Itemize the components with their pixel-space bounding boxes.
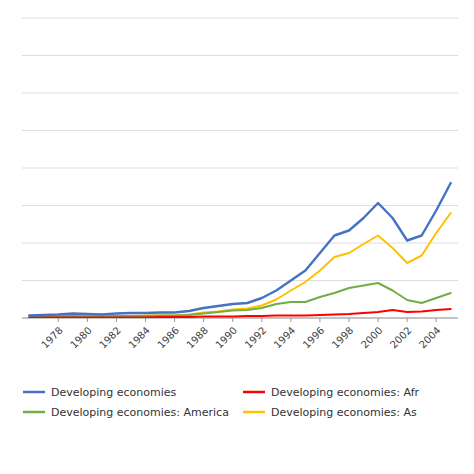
x-tick-label: 1994 (272, 325, 298, 351)
x-tick-label: 1986 (155, 325, 181, 351)
x-tick (436, 318, 437, 322)
grid-line (22, 205, 458, 206)
series-line (29, 283, 450, 317)
x-tick (319, 318, 320, 322)
x-tick (261, 318, 262, 322)
x-tick-label: 2000 (359, 325, 385, 351)
legend-label: Developing economies (51, 386, 177, 399)
grid-line (22, 18, 458, 19)
x-tick (407, 318, 408, 322)
series-line (29, 183, 450, 316)
x-tick-label: 2002 (388, 325, 414, 351)
x-tick (378, 318, 379, 322)
x-tick-label: 1998 (330, 325, 356, 351)
legend-label: Developing economies: As (271, 406, 417, 419)
grid (22, 18, 458, 318)
x-tick-label: 1990 (213, 325, 239, 351)
legend-swatch (243, 411, 265, 414)
legend-swatch (23, 411, 45, 414)
grid-line (22, 280, 458, 281)
x-tick-label: 1988 (184, 325, 210, 351)
legend-swatch (23, 391, 45, 394)
x-tick (87, 318, 88, 322)
x-tick-label: 1996 (301, 325, 327, 351)
legend: Developing economies Developing economies… (23, 386, 420, 419)
grid-line (22, 243, 458, 244)
legend-item: Developing economies (23, 386, 177, 399)
legend-label: Developing economies: America (51, 406, 229, 419)
x-tick (290, 318, 291, 322)
x-tick (116, 318, 117, 322)
x-tick (203, 318, 204, 322)
x-tick-label: 1980 (68, 325, 94, 351)
series-line (29, 213, 450, 317)
x-tick (349, 318, 350, 322)
grid-line (22, 93, 458, 94)
legend-label: Developing economies: Afr (271, 386, 420, 399)
legend-swatch (243, 391, 265, 394)
x-tick (145, 318, 146, 322)
legend-item: Developing economies: Afr (243, 386, 420, 399)
legend-item: Developing economies: As (243, 406, 417, 419)
x-tick-label: 2004 (417, 325, 443, 351)
chart: 1978198019821984198619881990199219941996… (0, 0, 474, 474)
x-axis: 1978198019821984198619881990199219941996… (39, 318, 443, 351)
lines (29, 183, 450, 318)
grid-line (22, 130, 458, 131)
legend-item: Developing economies: America (23, 406, 229, 419)
grid-line (22, 55, 458, 56)
x-tick-label: 1984 (126, 325, 152, 351)
grid-line (22, 168, 458, 169)
x-tick-label: 1982 (97, 325, 123, 351)
x-tick (174, 318, 175, 322)
x-tick-label: 1992 (243, 325, 269, 351)
x-tick (232, 318, 233, 322)
x-tick (58, 318, 59, 322)
x-tick-label: 1978 (39, 325, 65, 351)
